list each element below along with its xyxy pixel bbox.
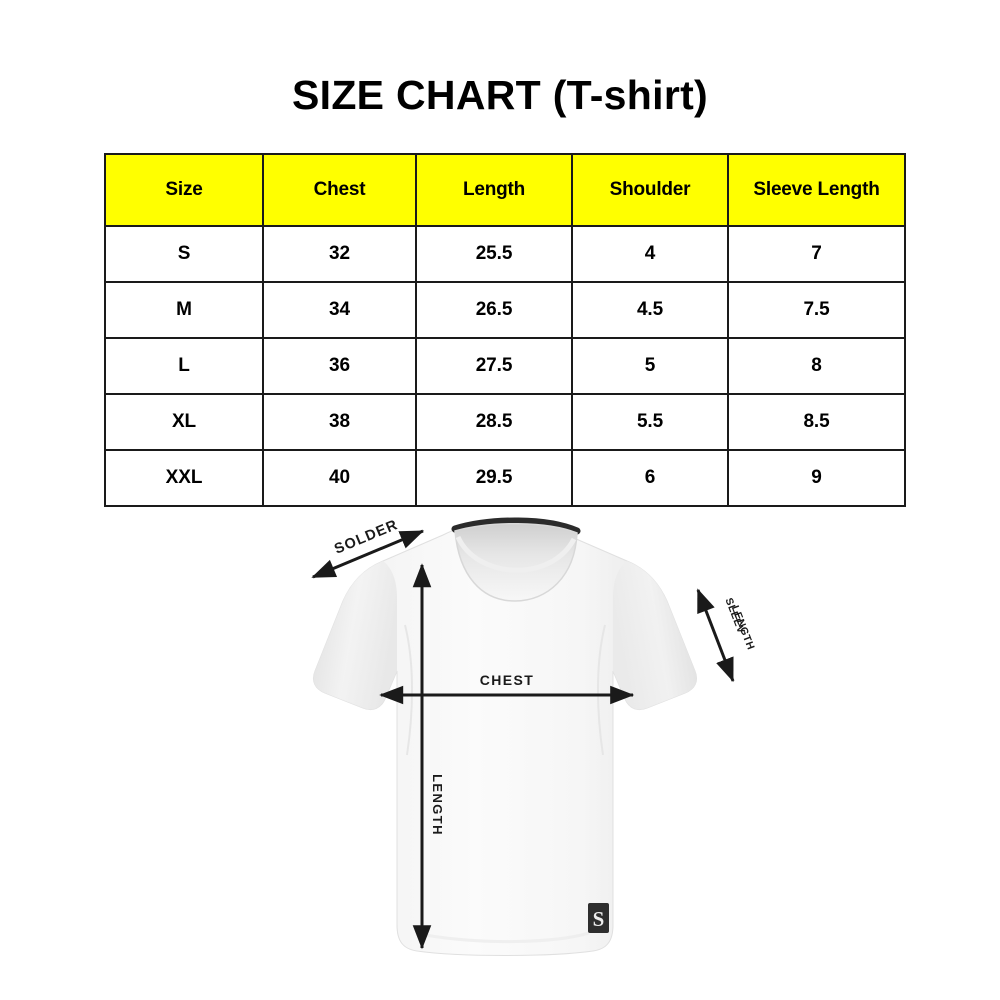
cell-shoulder: 5	[571, 337, 729, 395]
brand-tag-label: S	[593, 907, 605, 931]
column-header-length: Length	[415, 153, 573, 227]
shoulder-arrow	[311, 529, 425, 579]
tshirt-diagram: S SOLDER SLEEV LENGTH CHEST LENGTH	[255, 505, 755, 995]
table-row: M 34 26.5 4.5 7.5	[104, 281, 906, 339]
brand-tag: S	[588, 903, 609, 933]
sleeve-label-line2: LENGTH	[729, 604, 755, 652]
cell-shoulder: 4.5	[571, 281, 729, 339]
table-header-row: Size Chest Length Shoulder Sleeve Length	[104, 153, 906, 227]
column-header-chest: Chest	[262, 153, 417, 227]
cell-length: 29.5	[415, 449, 573, 507]
length-label: LENGTH	[430, 774, 445, 836]
left-sleeve	[313, 561, 397, 710]
cell-shoulder: 5.5	[571, 393, 729, 451]
cell-size: L	[104, 337, 264, 395]
cell-sleeve: 8.5	[727, 393, 906, 451]
neck-opening	[454, 523, 578, 602]
tshirt-illustration: S SOLDER SLEEV LENGTH CHEST LENGTH	[311, 517, 755, 956]
column-header-sleeve: Sleeve Length	[727, 153, 906, 227]
cell-sleeve: 9	[727, 449, 906, 507]
collar-rim	[451, 517, 581, 535]
shoulder-label: SOLDER	[332, 517, 401, 558]
neckband	[455, 535, 577, 573]
right-sleeve	[613, 561, 697, 710]
chest-label: CHEST	[480, 672, 534, 688]
column-header-shoulder: Shoulder	[571, 153, 729, 227]
page-title: SIZE CHART (T-shirt)	[292, 72, 708, 118]
table-row: S 32 25.5 4 7	[104, 225, 906, 283]
cell-chest: 36	[262, 337, 417, 395]
cell-size: XXL	[104, 449, 264, 507]
cell-sleeve: 7.5	[727, 281, 906, 339]
table-row: L 36 27.5 5 8	[104, 337, 906, 395]
cell-sleeve: 8	[727, 337, 906, 395]
cell-size: XL	[104, 393, 264, 451]
cell-chest: 38	[262, 393, 417, 451]
size-chart-table: Size Chest Length Shoulder Sleeve Length…	[104, 153, 906, 507]
cell-chest: 32	[262, 225, 417, 283]
cell-length: 28.5	[415, 393, 573, 451]
cell-length: 25.5	[415, 225, 573, 283]
shirt-shape	[312, 517, 698, 956]
cell-size: M	[104, 281, 264, 339]
sleeve-arrow	[696, 588, 735, 683]
table-row: XL 38 28.5 5.5 8.5	[104, 393, 906, 451]
size-chart-table-container: Size Chest Length Shoulder Sleeve Length…	[104, 153, 906, 507]
brand-tag-patch	[588, 903, 609, 933]
cell-length: 26.5	[415, 281, 573, 339]
cell-shoulder: 6	[571, 449, 729, 507]
cell-sleeve: 7	[727, 225, 906, 283]
cell-size: S	[104, 225, 264, 283]
fabric-fold	[424, 931, 590, 944]
cell-chest: 34	[262, 281, 417, 339]
column-header-size: Size	[104, 153, 264, 227]
sleeve-measure: SLEEV LENGTH	[696, 588, 755, 683]
cell-shoulder: 4	[571, 225, 729, 283]
table-row: XXL 40 29.5 6 9	[104, 449, 906, 507]
length-measure: LENGTH	[412, 563, 445, 950]
cell-chest: 40	[262, 449, 417, 507]
cell-length: 27.5	[415, 337, 573, 395]
